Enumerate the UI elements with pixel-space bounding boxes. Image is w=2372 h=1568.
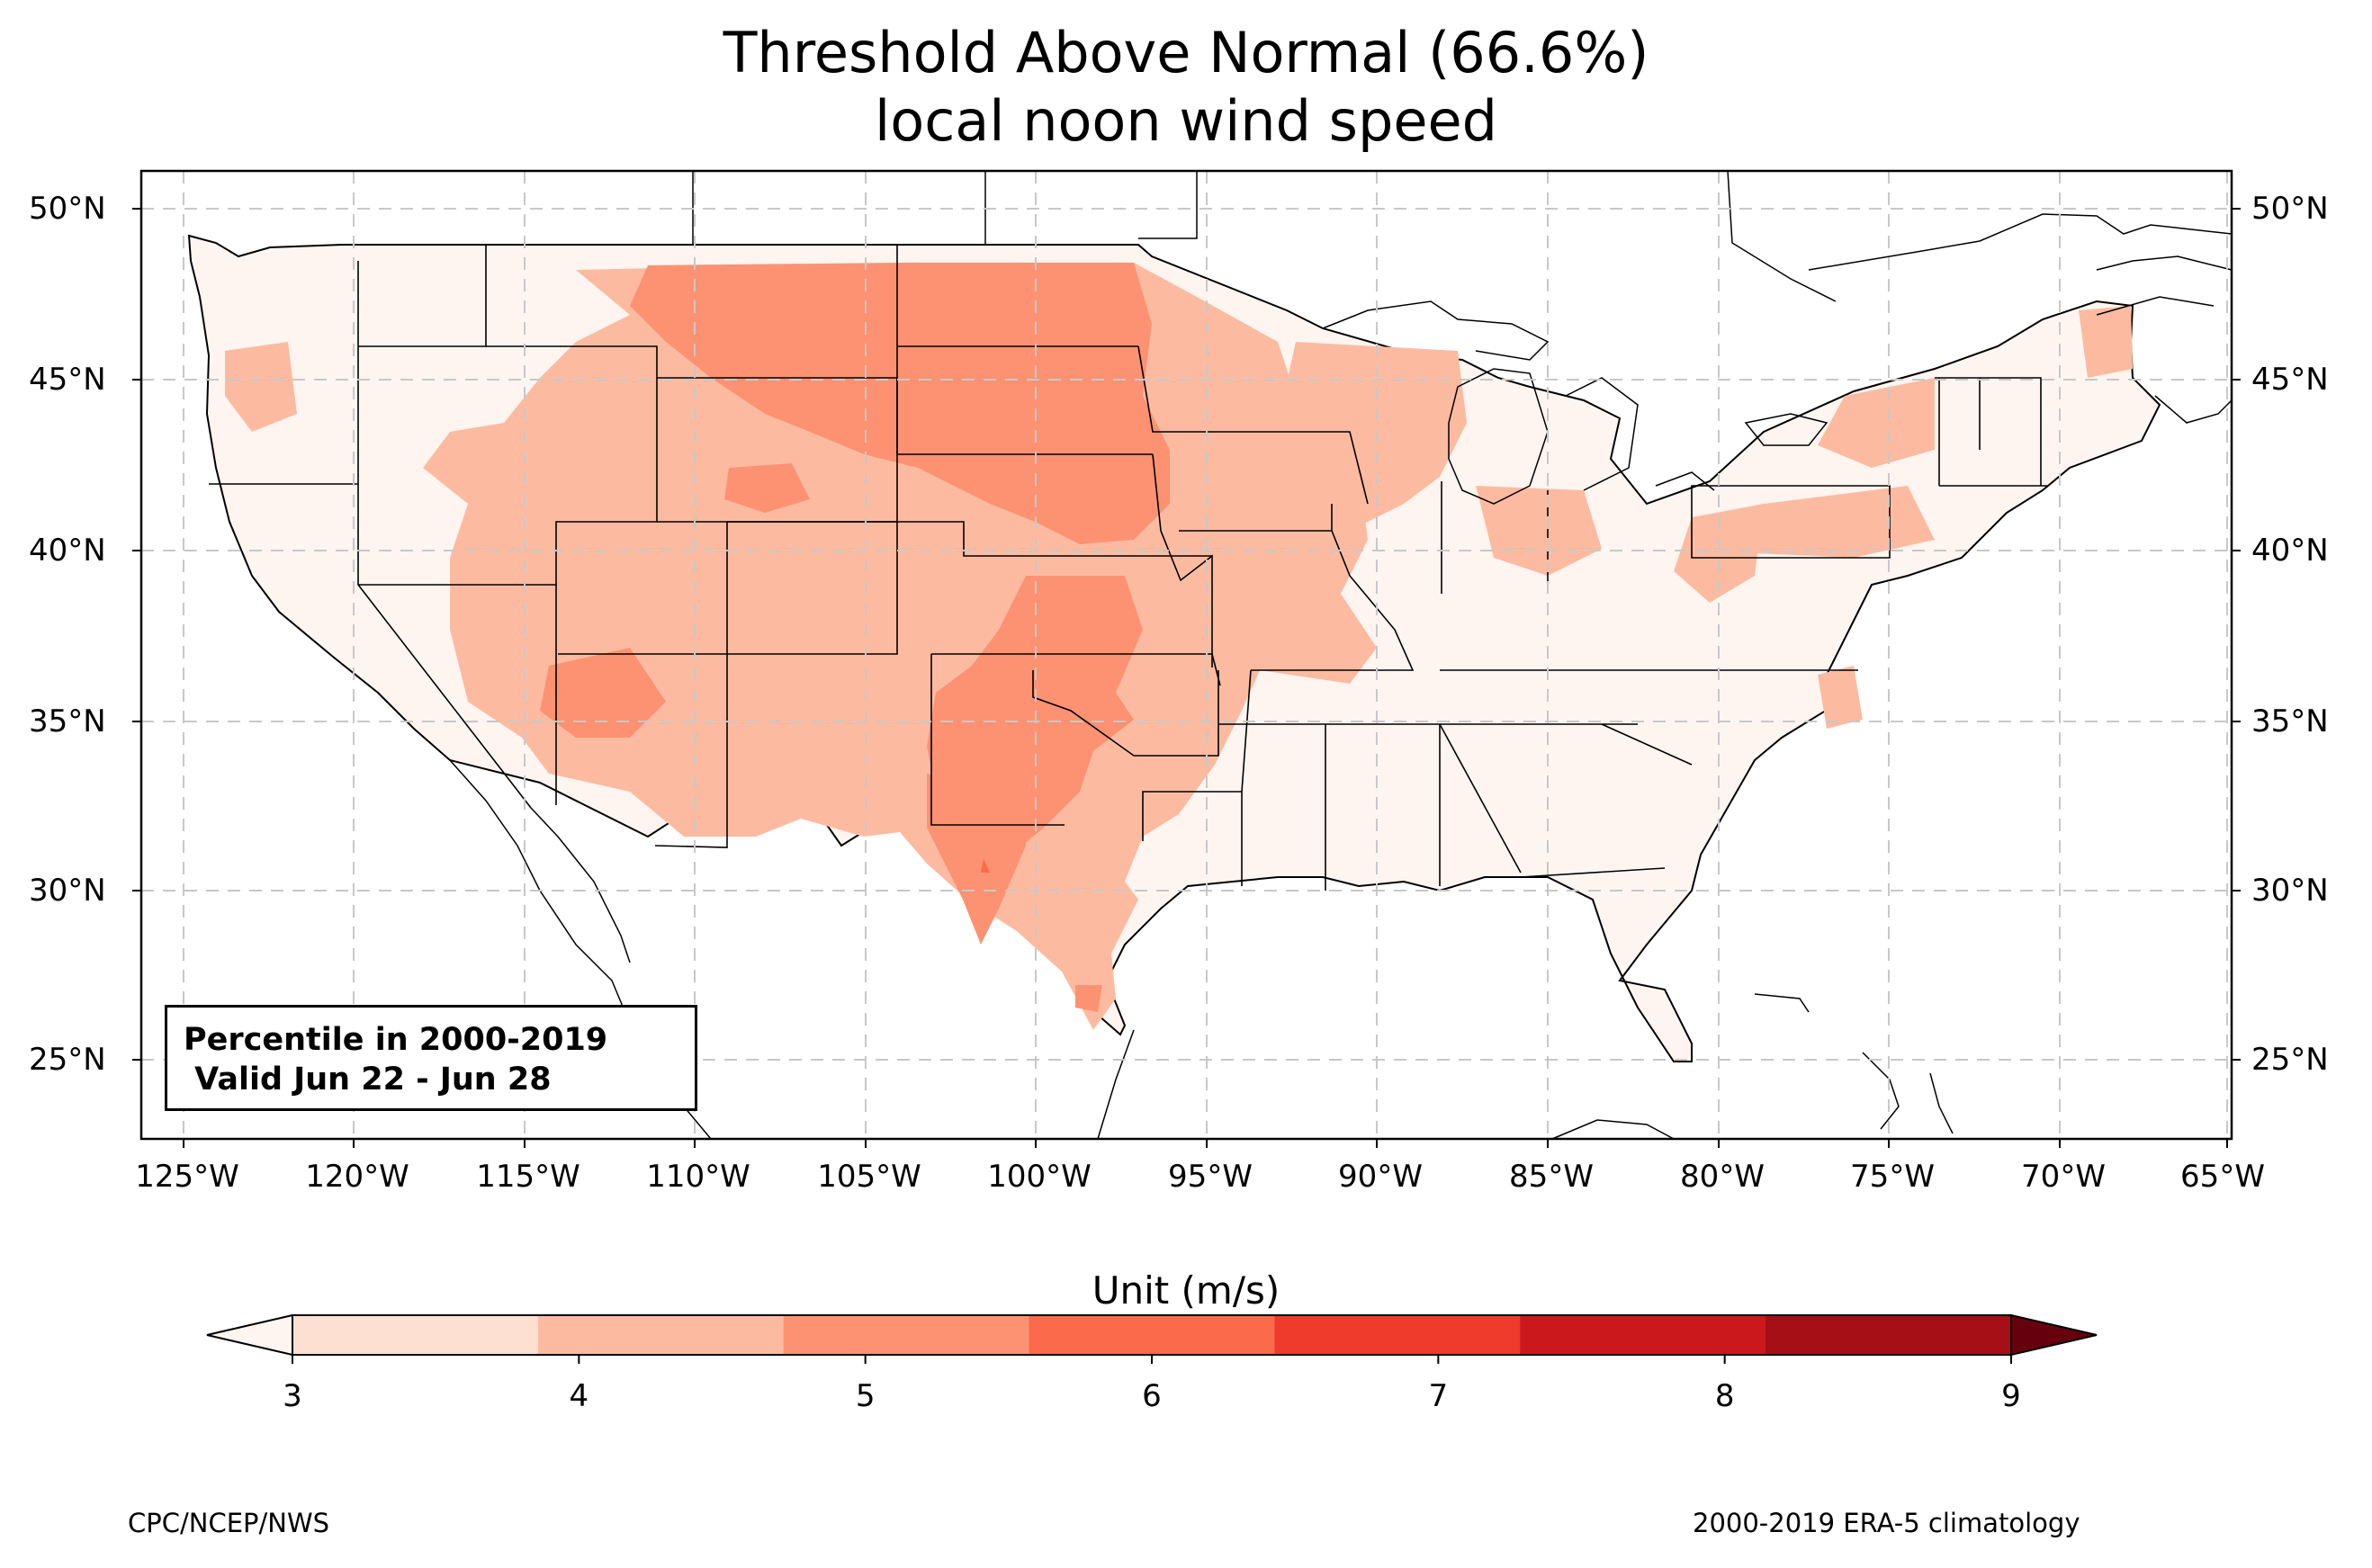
lon-label: 65°W: [2180, 1159, 2265, 1195]
lat-label-right: 40°N: [2251, 533, 2329, 569]
lat-label-right: 50°N: [2251, 191, 2329, 227]
lat-label-right: 45°N: [2251, 362, 2329, 398]
lat-label-left: 35°N: [29, 703, 106, 739]
map-frame: [139, 169, 2233, 1141]
coastlines: [449, 170, 2233, 1140]
state-borders: [209, 245, 2047, 891]
lon-label: 90°W: [1338, 1159, 1423, 1195]
gridlines: [141, 171, 2232, 1139]
credit-left: CPC/NCEP/NWS: [128, 1508, 330, 1538]
lon-label: 100°W: [987, 1159, 1092, 1195]
lon-label: 115°W: [476, 1159, 580, 1195]
colorbar-tick-label: 3: [283, 1378, 302, 1414]
credit-right: 2000-2019 ERA-5 climatology: [1693, 1508, 2080, 1538]
lat-label-left: 25°N: [29, 1042, 106, 1078]
colorbar-tick-label: 4: [569, 1378, 589, 1414]
lat-label-left: 45°N: [29, 362, 106, 398]
lat-label-left: 40°N: [29, 533, 106, 569]
lon-label: 110°W: [646, 1159, 750, 1195]
colorbar-tick-label: 5: [855, 1378, 876, 1414]
colorbar-tick-label: 8: [1714, 1378, 1735, 1414]
lon-label: 105°W: [817, 1159, 921, 1195]
colorbar-tick-label: 7: [1428, 1378, 1449, 1414]
lon-label: 75°W: [1850, 1159, 1935, 1195]
tick-marks: [132, 208, 2241, 1148]
info-box-line1: Percentile in 2000-2019: [184, 1022, 608, 1058]
contour-6-7: [981, 859, 990, 873]
lat-label-right: 35°N: [2251, 703, 2329, 739]
info-box-line2: Valid Jun 22 - Jun 28: [184, 1062, 552, 1098]
lat-label-left: 50°N: [29, 191, 106, 227]
lon-label: 80°W: [1680, 1159, 1765, 1195]
lon-label: 85°W: [1509, 1159, 1594, 1195]
lon-label: 95°W: [1168, 1159, 1253, 1195]
lat-label-right: 25°N: [2251, 1042, 2329, 1078]
lat-label-left: 30°N: [29, 873, 106, 909]
colorbar-tick-label: 9: [2001, 1378, 2021, 1414]
colorbar-tick-label: 6: [1142, 1378, 1162, 1414]
lon-label: 120°W: [305, 1159, 409, 1195]
chart-subtitle: local noon wind speed: [875, 88, 1497, 154]
chart-title: Threshold Above Normal (66.6%): [723, 20, 1649, 85]
colorbar-label: Unit (m/s): [1092, 1268, 1280, 1313]
info-box: Percentile in 2000-2019 Valid Jun 22 - J…: [165, 1005, 697, 1111]
lat-label-right: 30°N: [2251, 873, 2329, 909]
lon-label: 70°W: [2021, 1159, 2106, 1195]
lon-label: 125°W: [135, 1159, 239, 1195]
